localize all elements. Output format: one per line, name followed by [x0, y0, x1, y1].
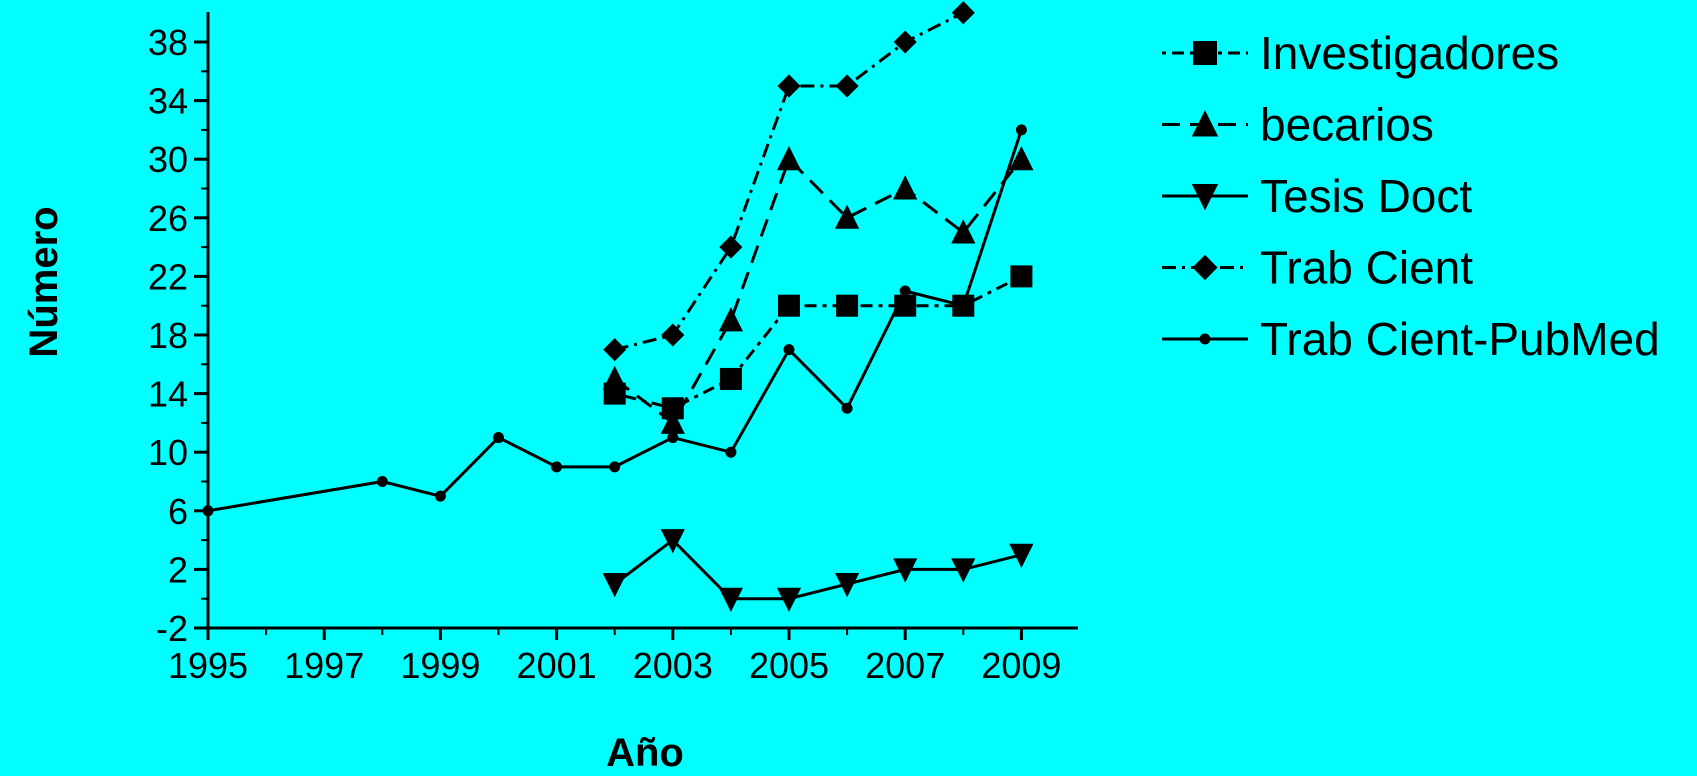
data-point: [835, 573, 860, 598]
y-axis-title: Número: [22, 206, 66, 357]
data-point: [660, 529, 685, 554]
data-point: [719, 367, 742, 390]
data-point: [661, 397, 684, 420]
data-point: [1010, 265, 1033, 288]
data-point: [493, 432, 504, 444]
legend-marker: [1193, 41, 1217, 65]
data-point: [376, 476, 388, 487]
data-point: [841, 402, 853, 414]
legend-marker: [1199, 333, 1211, 345]
plot-area: [202, 1, 1034, 612]
data-point: [951, 558, 976, 583]
legend-item: Trab Cient: [1162, 242, 1473, 294]
data-point: [1015, 124, 1027, 136]
legend-item: Tesis Doct: [1162, 170, 1472, 222]
data-point: [434, 490, 446, 502]
data-point: [783, 344, 795, 356]
data-point: [776, 587, 802, 612]
data-point: [661, 323, 685, 347]
x-tick-label: 2007: [865, 645, 945, 686]
legend-marker: [1192, 254, 1218, 281]
data-point: [893, 175, 918, 200]
series-trab-cient-pubmed: [202, 124, 1027, 517]
legend-marker: [1191, 184, 1219, 211]
data-point: [725, 446, 737, 458]
data-point: [660, 409, 685, 434]
data-point: [551, 461, 563, 473]
y-tick-label: -2: [156, 608, 188, 649]
series-trab-cient: [603, 1, 975, 362]
data-point: [835, 74, 859, 98]
x-tick-label: 1995: [168, 645, 248, 686]
x-tick-label: 2001: [517, 645, 597, 686]
y-tick-label: 34: [148, 81, 188, 122]
y-tick-label: 22: [148, 256, 188, 297]
data-point: [609, 461, 621, 473]
x-tick-label: 2009: [981, 645, 1061, 686]
data-point: [893, 558, 918, 583]
legend-label: Tesis Doct: [1260, 170, 1472, 222]
data-point: [777, 74, 801, 98]
y-tick-label: 10: [148, 432, 188, 473]
y-tick-label: 38: [148, 22, 188, 63]
data-point: [951, 219, 976, 244]
series-line: [613, 538, 1022, 601]
series-line: [613, 156, 1023, 426]
data-point: [778, 294, 800, 317]
legend-label: Trab Cient: [1260, 242, 1473, 294]
y-tick-label: 14: [148, 374, 188, 415]
data-point: [718, 587, 743, 612]
series-becarios: [602, 146, 1034, 434]
data-point: [835, 204, 860, 229]
data-point: [1009, 543, 1034, 568]
legend-label: becarios: [1260, 99, 1434, 151]
legend-item: Investigadores: [1162, 27, 1559, 79]
data-point: [1009, 146, 1034, 171]
y-tick-label: 6: [168, 491, 188, 532]
y-tick-label: 18: [148, 315, 188, 356]
x-tick-label: 1997: [284, 645, 364, 686]
x-tick-label: 2005: [749, 645, 829, 686]
x-tick-label: 2003: [633, 645, 713, 686]
data-point: [667, 432, 679, 444]
data-point: [893, 30, 917, 54]
data-point: [719, 235, 743, 259]
x-axis-title: Año: [606, 731, 684, 775]
data-point: [602, 573, 627, 598]
x-axis-ticks: 1995 1997 1999 2001 2003 2005 2007 2009: [168, 628, 1061, 686]
data-point: [603, 338, 627, 362]
data-point: [957, 300, 969, 312]
data-point: [202, 505, 214, 517]
y-tick-label: 30: [148, 139, 188, 180]
axes: [206, 12, 1078, 630]
data-point: [718, 307, 743, 332]
y-tick-label: 2: [168, 549, 188, 590]
data-point: [899, 285, 911, 297]
y-tick-label: 26: [148, 198, 188, 239]
legend-marker: [1191, 110, 1219, 137]
series-tesis-doct: [602, 529, 1034, 612]
legend-item: Trab Cient-PubMed: [1162, 313, 1660, 365]
x-tick-label: 1999: [400, 645, 480, 686]
data-point: [836, 294, 859, 317]
data-point: [776, 146, 802, 171]
legend: Investigadores becarios Tesis Doct Trab Cie…: [1162, 27, 1660, 365]
data-point: [951, 1, 975, 25]
data-point: [602, 365, 627, 390]
legend-item: becarios: [1162, 99, 1434, 151]
legend-label: Investigadores: [1260, 27, 1559, 79]
legend-label: Trab Cient-PubMed: [1260, 313, 1660, 365]
